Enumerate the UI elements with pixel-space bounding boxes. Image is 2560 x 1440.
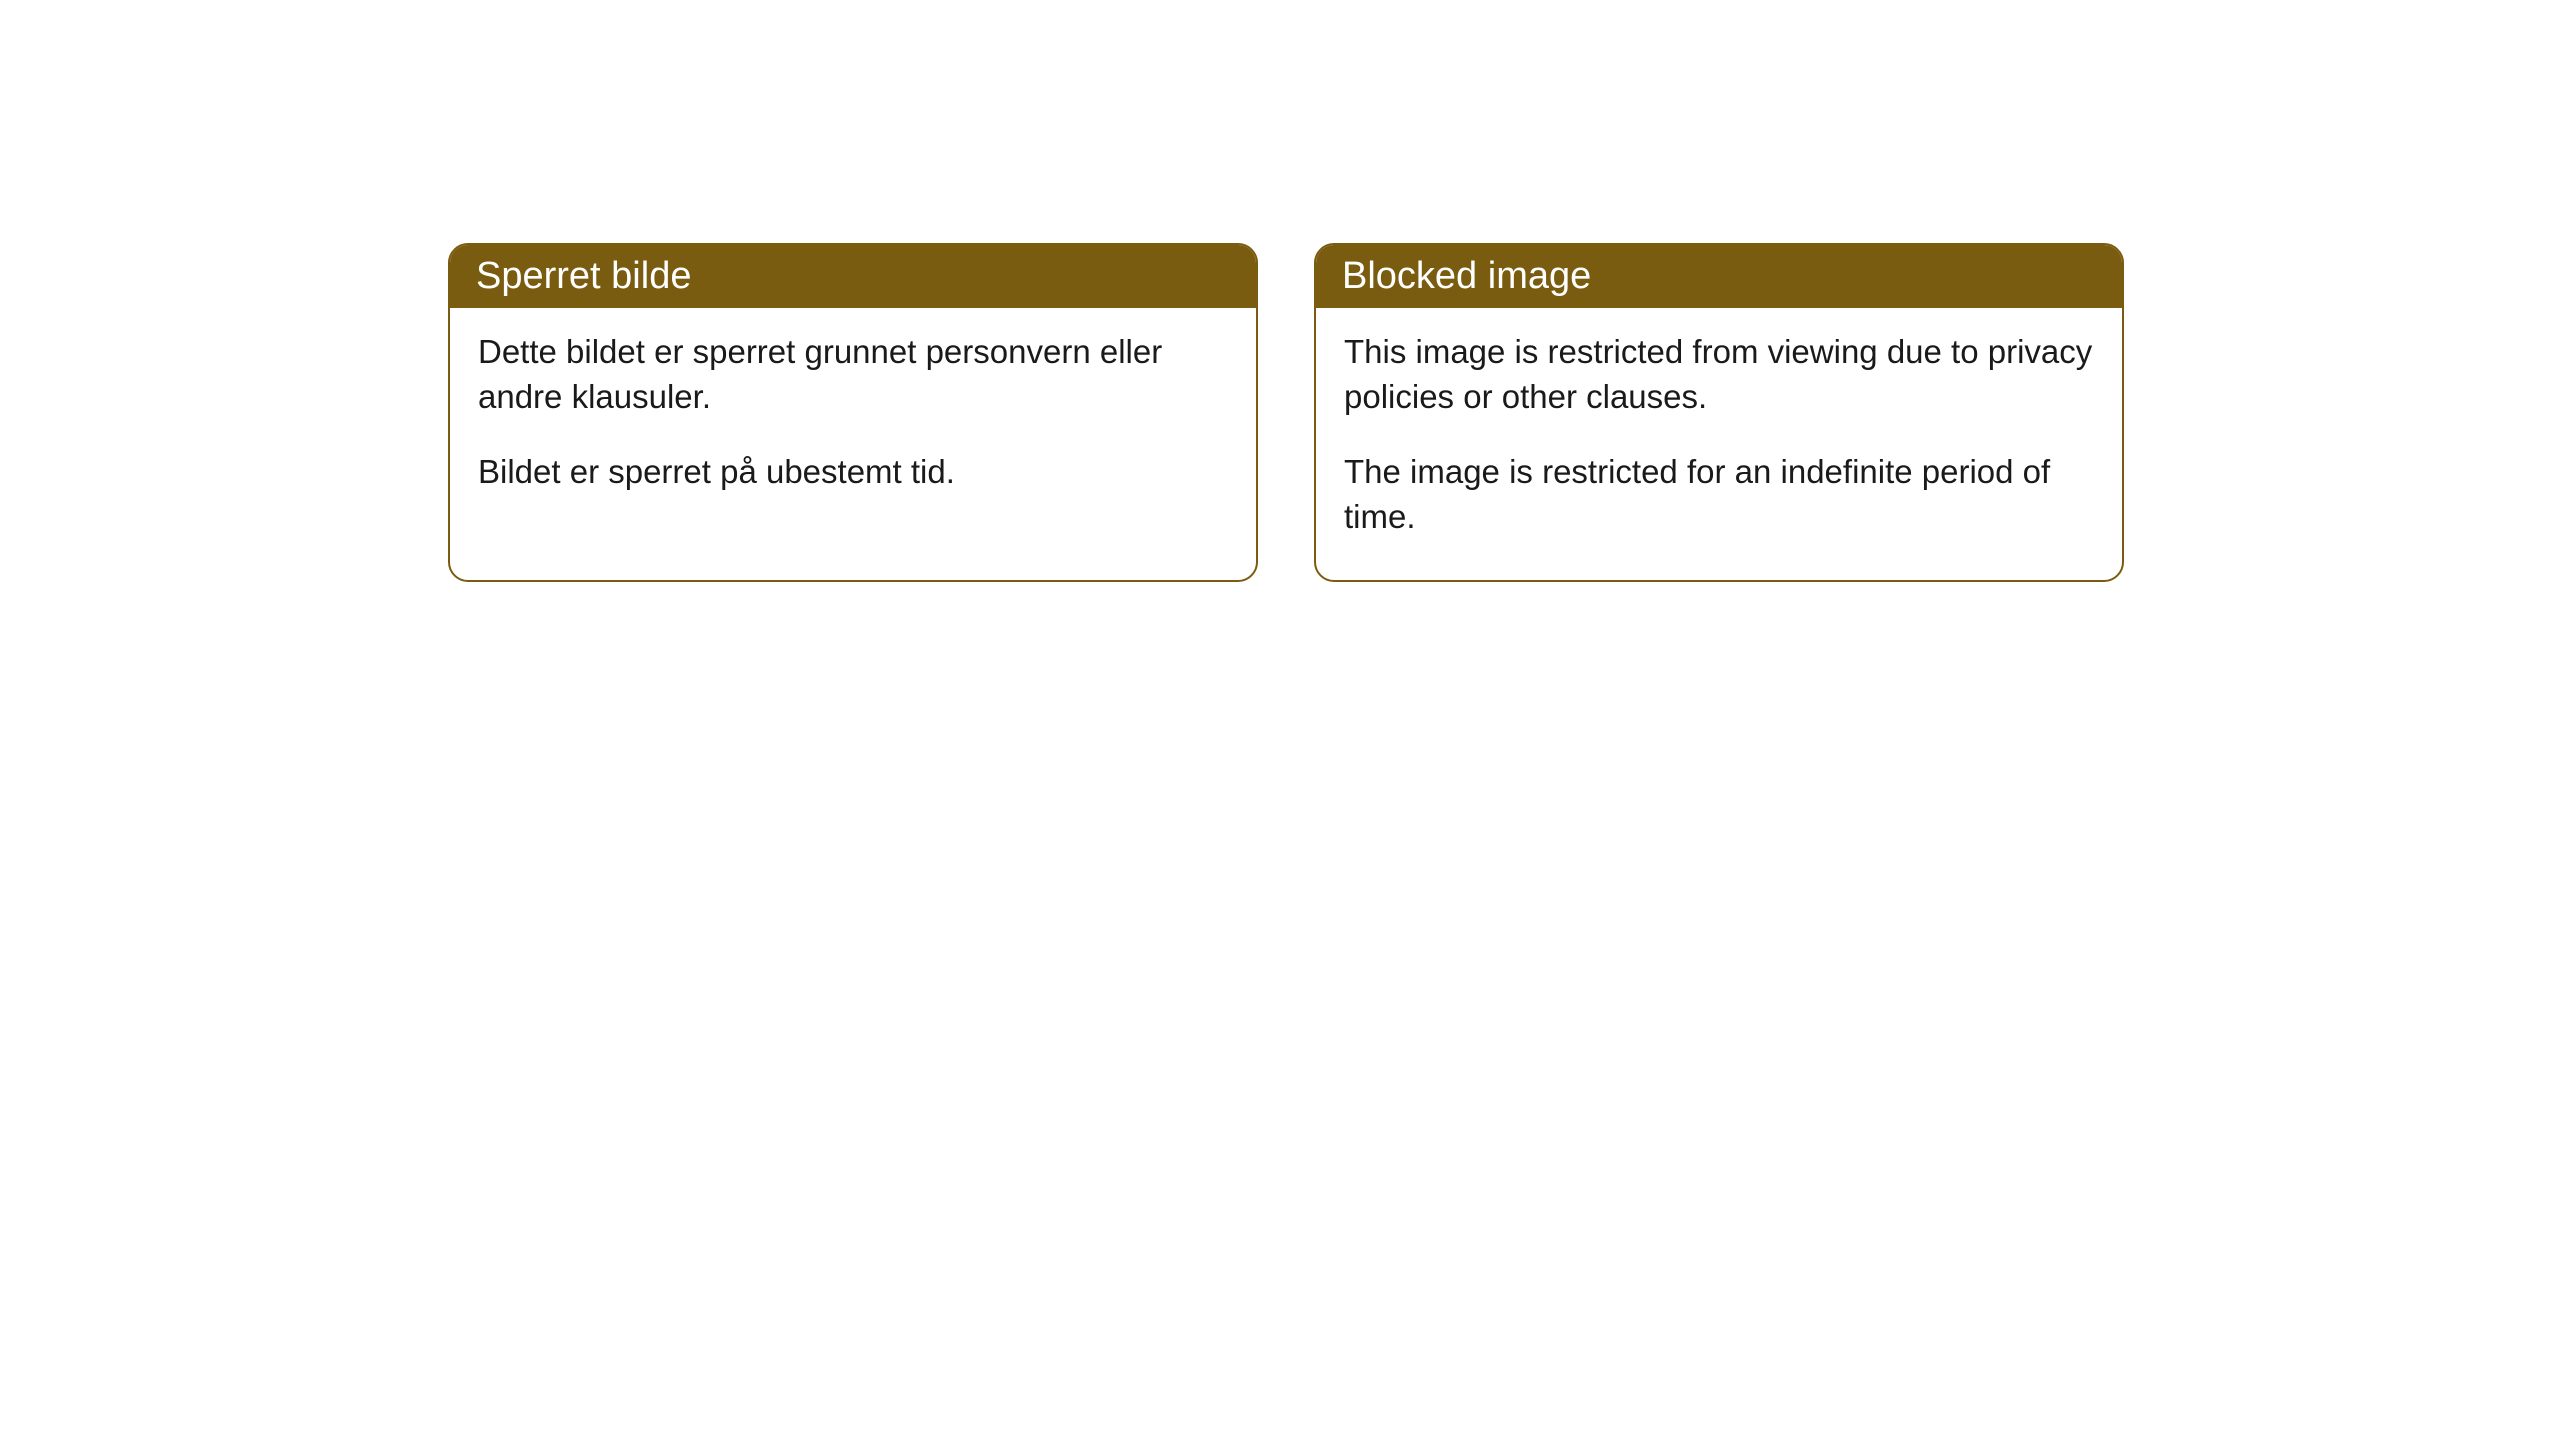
blocked-image-card-english: Blocked image This image is restricted f… (1314, 243, 2124, 582)
card-body: This image is restricted from viewing du… (1316, 308, 2122, 580)
card-paragraph: Bildet er sperret på ubestemt tid. (478, 450, 1228, 495)
card-header: Blocked image (1316, 245, 2122, 308)
card-paragraph: This image is restricted from viewing du… (1344, 330, 2094, 420)
card-body: Dette bildet er sperret grunnet personve… (450, 308, 1256, 535)
card-header: Sperret bilde (450, 245, 1256, 308)
card-paragraph: Dette bildet er sperret grunnet personve… (478, 330, 1228, 420)
card-title: Sperret bilde (476, 255, 691, 297)
card-title: Blocked image (1342, 255, 1591, 297)
blocked-image-card-norwegian: Sperret bilde Dette bildet er sperret gr… (448, 243, 1258, 582)
notice-cards-container: Sperret bilde Dette bildet er sperret gr… (448, 243, 2124, 582)
card-paragraph: The image is restricted for an indefinit… (1344, 450, 2094, 540)
